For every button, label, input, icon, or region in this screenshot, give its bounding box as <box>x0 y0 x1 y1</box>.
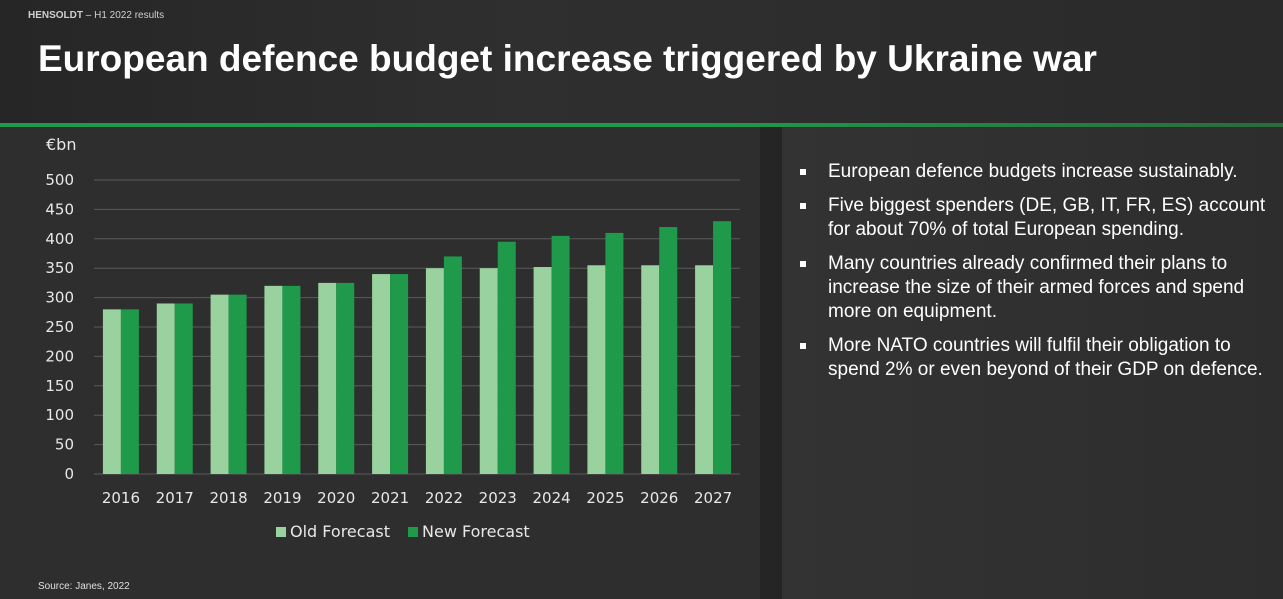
bullet-item: European defence budgets increase sustai… <box>800 160 1270 184</box>
x-tick-label: 2018 <box>209 489 247 507</box>
bar-old-forecast <box>210 294 229 474</box>
bar-new-forecast <box>336 282 355 474</box>
bar-new-forecast <box>551 235 570 474</box>
accent-line <box>0 123 1283 127</box>
bullet-text: Many countries already confirmed their p… <box>828 253 1245 322</box>
x-tick-label: 2026 <box>640 489 678 507</box>
source-note: Source: Janes, 2022 <box>38 581 130 592</box>
bullet-item: Five biggest spenders (DE, GB, IT, FR, E… <box>800 194 1270 242</box>
bar-old-forecast <box>425 268 444 474</box>
report-context: – H1 2022 results <box>83 10 165 21</box>
y-tick-label: 300 <box>45 289 74 307</box>
bullet-text: Five biggest spenders (DE, GB, IT, FR, E… <box>828 195 1266 240</box>
bar-old-forecast <box>479 268 498 474</box>
bar-old-forecast <box>372 274 391 474</box>
bar-new-forecast <box>605 232 624 474</box>
bar-old-forecast <box>641 265 660 474</box>
x-tick-label: 2020 <box>317 489 355 507</box>
y-tick-label: 200 <box>45 347 74 365</box>
bullet-marker <box>800 203 806 209</box>
legend-swatch <box>408 527 418 537</box>
x-tick-label: 2023 <box>479 489 517 507</box>
bar-new-forecast <box>659 227 678 474</box>
bar-new-forecast <box>443 256 462 474</box>
x-tick-label: 2017 <box>156 489 194 507</box>
bullet-list: European defence budgets increase sustai… <box>800 160 1270 392</box>
bar-new-forecast <box>282 285 301 474</box>
bullet-marker <box>800 169 806 175</box>
y-tick-label: 100 <box>45 406 74 424</box>
bar-old-forecast <box>264 285 283 474</box>
bar-old-forecast <box>102 309 121 474</box>
bullet-item: More NATO countries will fulfil their ob… <box>800 334 1270 382</box>
x-tick-label: 2025 <box>586 489 624 507</box>
legend-label: Old Forecast <box>290 522 390 541</box>
x-tick-label: 2027 <box>694 489 732 507</box>
page-title: European defence budget increase trigger… <box>38 38 1097 79</box>
company-name: HENSOLDT <box>28 10 83 21</box>
x-tick-label: 2024 <box>532 489 570 507</box>
bar-new-forecast <box>120 309 139 474</box>
bar-chart: 0 50 100 150 200 250 300 350 400 450 500 €bn 2016 201… <box>45 135 740 541</box>
legend-label: New Forecast <box>422 522 530 541</box>
y-tick-label: 450 <box>45 200 74 218</box>
x-tick-label: 2021 <box>371 489 409 507</box>
legend-swatch <box>276 527 286 537</box>
bar-new-forecast <box>713 221 732 474</box>
header-line: HENSOLDT – H1 2022 results <box>28 10 164 21</box>
y-tick-label: 500 <box>45 171 74 189</box>
bar-new-forecast <box>228 294 247 474</box>
bar-old-forecast <box>587 265 606 474</box>
x-tick-label: 2019 <box>263 489 301 507</box>
bullet-item: Many countries already confirmed their p… <box>800 252 1270 324</box>
bar-old-forecast <box>156 303 175 474</box>
bullet-text: European defence budgets increase sustai… <box>828 161 1238 182</box>
bullet-text: More NATO countries will fulfil their ob… <box>828 335 1263 380</box>
y-tick-label: 50 <box>55 436 74 454</box>
x-tick-label: 2016 <box>102 489 140 507</box>
y-unit-label: €bn <box>46 135 76 154</box>
bar-new-forecast <box>497 241 516 474</box>
y-tick-label: 350 <box>45 259 74 277</box>
y-tick-label: 400 <box>45 230 74 248</box>
text-panel <box>782 127 1283 599</box>
y-tick-label: 250 <box>45 318 74 336</box>
x-tick-label: 2022 <box>425 489 463 507</box>
bar-new-forecast <box>390 274 409 474</box>
bullet-marker <box>800 261 806 267</box>
y-tick-label: 0 <box>64 465 74 483</box>
bar-old-forecast <box>318 282 337 474</box>
y-tick-label: 150 <box>45 377 74 395</box>
bar-old-forecast <box>533 267 552 474</box>
bar-new-forecast <box>174 303 193 474</box>
bar-old-forecast <box>695 265 714 474</box>
bullet-marker <box>800 343 806 349</box>
panel-divider <box>760 127 782 599</box>
